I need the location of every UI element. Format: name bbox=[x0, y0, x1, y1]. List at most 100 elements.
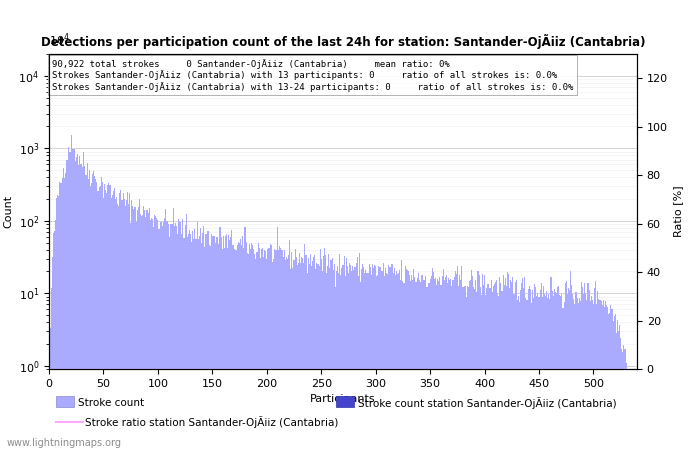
Bar bbox=[154, 215, 155, 450]
Bar bbox=[223, 236, 224, 450]
Bar bbox=[552, 296, 554, 450]
Bar bbox=[446, 275, 447, 450]
Bar bbox=[433, 272, 434, 450]
Bar bbox=[164, 219, 165, 450]
Bar bbox=[361, 270, 362, 450]
Bar bbox=[332, 270, 334, 450]
Bar bbox=[359, 253, 360, 450]
Bar bbox=[414, 277, 415, 450]
Bar bbox=[491, 292, 493, 450]
Bar bbox=[583, 294, 584, 450]
Bar bbox=[454, 270, 456, 450]
Bar bbox=[342, 265, 344, 450]
Bar bbox=[482, 274, 483, 450]
Bar bbox=[376, 276, 377, 450]
Bar bbox=[302, 258, 303, 450]
Bar bbox=[67, 160, 68, 450]
Bar bbox=[144, 210, 146, 450]
Bar bbox=[108, 183, 109, 450]
Bar bbox=[463, 288, 464, 450]
Bar bbox=[457, 266, 458, 450]
Bar bbox=[483, 285, 484, 450]
Bar bbox=[174, 226, 175, 450]
Bar bbox=[138, 207, 139, 450]
Bar bbox=[557, 287, 558, 450]
Bar bbox=[275, 250, 276, 450]
Bar bbox=[568, 288, 569, 450]
Text: Stroke count station Santander-OjÃiiz (Cantabria): Stroke count station Santander-OjÃiiz (C… bbox=[358, 397, 617, 409]
Bar bbox=[415, 282, 416, 450]
Bar bbox=[495, 282, 496, 450]
Bar bbox=[273, 259, 274, 450]
Bar bbox=[620, 338, 621, 450]
Bar bbox=[610, 306, 611, 450]
Bar bbox=[410, 281, 411, 450]
Bar bbox=[587, 284, 589, 450]
Bar bbox=[458, 286, 459, 450]
Bar bbox=[310, 254, 311, 450]
Bar bbox=[266, 259, 267, 450]
Bar bbox=[603, 300, 604, 450]
Bar bbox=[391, 264, 393, 450]
Bar bbox=[290, 269, 291, 450]
Bar bbox=[468, 288, 469, 450]
Text: $10^4$: $10^4$ bbox=[49, 31, 70, 48]
Bar bbox=[599, 300, 601, 450]
Bar bbox=[597, 291, 598, 450]
Bar bbox=[313, 257, 314, 450]
Bar bbox=[432, 268, 433, 450]
Bar bbox=[450, 279, 452, 450]
Bar bbox=[74, 148, 75, 450]
Bar bbox=[554, 289, 555, 450]
Bar bbox=[304, 244, 305, 450]
Bar bbox=[382, 270, 383, 450]
Bar bbox=[497, 293, 498, 450]
Bar bbox=[183, 238, 185, 450]
Bar bbox=[70, 152, 71, 450]
Bar bbox=[369, 264, 370, 450]
Bar bbox=[311, 266, 312, 450]
Bar bbox=[202, 233, 203, 450]
Bar bbox=[377, 274, 379, 450]
Bar bbox=[499, 277, 500, 450]
Bar bbox=[321, 259, 322, 450]
Bar bbox=[240, 239, 241, 450]
Bar bbox=[316, 263, 317, 450]
Bar bbox=[386, 273, 387, 450]
Bar bbox=[373, 268, 374, 450]
Bar bbox=[237, 245, 238, 450]
Bar bbox=[349, 263, 350, 450]
Bar bbox=[518, 296, 519, 450]
Bar bbox=[168, 224, 169, 450]
Bar bbox=[160, 222, 162, 450]
Bar bbox=[326, 273, 327, 450]
Bar bbox=[170, 224, 172, 450]
Bar bbox=[421, 275, 422, 450]
Bar bbox=[258, 248, 260, 450]
Bar bbox=[94, 176, 95, 450]
Bar bbox=[579, 298, 580, 450]
Bar bbox=[185, 225, 186, 450]
Bar bbox=[494, 284, 495, 450]
Bar bbox=[374, 265, 375, 450]
Bar bbox=[141, 216, 142, 450]
Bar bbox=[212, 236, 213, 450]
Bar bbox=[438, 281, 440, 450]
Bar bbox=[305, 255, 307, 450]
Bar bbox=[318, 266, 320, 450]
Bar bbox=[211, 234, 212, 450]
Bar bbox=[87, 163, 88, 450]
Bar bbox=[175, 224, 176, 450]
Bar bbox=[545, 296, 546, 450]
Bar bbox=[116, 197, 117, 450]
Bar bbox=[608, 314, 609, 450]
Bar bbox=[592, 301, 593, 450]
Bar bbox=[512, 278, 513, 450]
Bar bbox=[582, 288, 583, 450]
Bar bbox=[101, 176, 102, 450]
Bar bbox=[508, 274, 509, 450]
Bar bbox=[83, 152, 85, 450]
Bar bbox=[500, 284, 501, 450]
Bar bbox=[352, 266, 354, 450]
Bar bbox=[252, 245, 253, 450]
